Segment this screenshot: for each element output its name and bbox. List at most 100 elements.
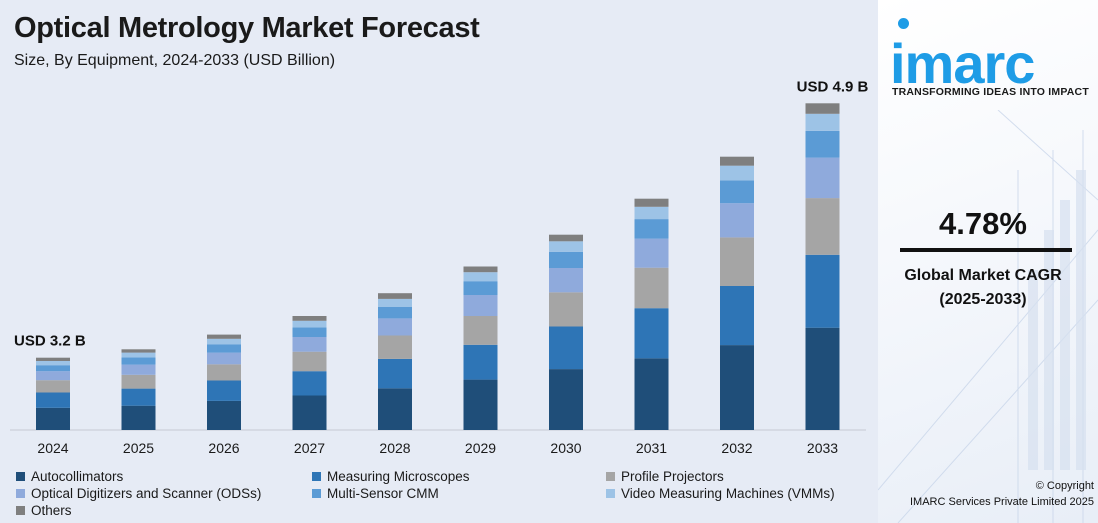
bar-segment-2024-0 — [36, 407, 70, 430]
copyright-line2: IMARC Services Private Limited 2025 — [909, 496, 1094, 508]
legend-swatch — [312, 489, 321, 498]
bar-segment-2026-0 — [207, 400, 241, 430]
bar-segment-2031-5 — [634, 206, 669, 220]
legend-item: Measuring Microscopes — [312, 469, 470, 484]
copyright: © Copyright IMARC Services Private Limit… — [880, 478, 1094, 510]
bar-segment-2028-2 — [378, 335, 412, 359]
legend-item: Video Measuring Machines (VMMs) — [606, 486, 835, 501]
x-tick-label: 2025 — [123, 440, 154, 456]
bar-segment-2025-4 — [121, 357, 156, 365]
logo-tagline: TRANSFORMING IDEAS INTO IMPACT — [892, 86, 1089, 98]
bar-segment-2032-0 — [720, 345, 754, 430]
cagr-label-line1: Global Market CAGR — [904, 267, 1062, 284]
bar-segment-2025-0 — [121, 405, 156, 430]
bar-segment-2026-3 — [207, 352, 241, 365]
legend-swatch — [16, 506, 25, 515]
x-tick-label: 2024 — [37, 440, 68, 456]
logo-text: imarc — [890, 32, 1035, 95]
bar-segment-2032-2 — [720, 237, 754, 286]
bar-segment-2028-4 — [378, 307, 412, 319]
bar-segment-2027-2 — [292, 351, 327, 372]
cagr-value: 4.78% — [939, 206, 1027, 241]
bar-segment-2033-1 — [805, 254, 840, 328]
chart-title: Optical Metrology Market Forecast — [14, 12, 480, 44]
bar-segment-2030-6 — [549, 234, 583, 242]
cagr-label-line2: (2025-2033) — [939, 291, 1027, 308]
x-tick-label: 2028 — [379, 440, 410, 456]
bar-segment-2029-1 — [463, 344, 498, 380]
legend-label: Measuring Microscopes — [327, 469, 470, 484]
bar-segment-2030-5 — [549, 241, 583, 252]
legend-swatch — [16, 472, 25, 481]
bar-segment-2031-0 — [634, 358, 669, 430]
cagr-label: Global Market CAGR (2025-2033) — [880, 264, 1086, 312]
bar-segment-2031-2 — [634, 267, 669, 309]
legend-label: Video Measuring Machines (VMMs) — [621, 486, 835, 501]
bar-segment-2026-6 — [207, 334, 241, 339]
bar-segment-2028-3 — [378, 318, 412, 336]
bar-segment-2032-5 — [720, 165, 754, 181]
bar-segment-2031-6 — [634, 198, 669, 207]
bar-segment-2024-4 — [36, 365, 70, 372]
bar-segment-2029-4 — [463, 281, 498, 295]
legend-label: Autocollimators — [31, 469, 124, 484]
background-decoration — [878, 110, 1098, 523]
bar-segment-2029-6 — [463, 266, 498, 273]
chart-legend: Autocollimators Measuring Microscopes Prof… — [16, 469, 876, 523]
cagr-divider — [900, 248, 1072, 252]
bar-segment-2028-6 — [378, 293, 412, 299]
x-tick-label: 2033 — [807, 440, 838, 456]
bar-segment-2024-6 — [36, 357, 70, 361]
bar-segment-2024-2 — [36, 380, 70, 393]
bar-segment-2028-5 — [378, 298, 412, 307]
bar-segment-2027-5 — [292, 320, 327, 328]
legend-swatch — [606, 472, 615, 481]
bar-segment-2032-4 — [720, 180, 754, 204]
bar-segment-2032-3 — [720, 203, 754, 238]
bar-segment-2033-6 — [805, 103, 840, 114]
bar-segment-2029-0 — [463, 379, 498, 430]
bar-segment-2024-3 — [36, 371, 70, 381]
bar-segment-2028-1 — [378, 358, 412, 389]
total-annotation-2033: USD 4.9 B — [797, 78, 869, 95]
bar-segment-2033-2 — [805, 198, 840, 255]
bar-segment-2033-3 — [805, 157, 840, 199]
bar-segment-2025-3 — [121, 364, 156, 375]
bar-segment-2028-0 — [378, 388, 412, 430]
legend-swatch — [606, 489, 615, 498]
legend-item: Optical Digitizers and Scanner (ODSs) — [16, 486, 261, 501]
bar-segment-2030-1 — [549, 326, 583, 370]
bar-segment-2030-4 — [549, 251, 583, 268]
x-tick-label: 2027 — [294, 440, 325, 456]
legend-swatch — [16, 489, 25, 498]
bar-segment-2027-4 — [292, 327, 327, 337]
bar-segment-2033-0 — [805, 327, 840, 430]
bar-segment-2024-1 — [36, 392, 70, 408]
legend-label: Multi-Sensor CMM — [327, 486, 439, 501]
bar-segment-2025-1 — [121, 388, 156, 406]
bar-segment-2030-3 — [549, 268, 583, 293]
legend-label: Profile Projectors — [621, 469, 724, 484]
x-tick-label: 2030 — [550, 440, 581, 456]
legend-item: Autocollimators — [16, 469, 123, 484]
bar-segment-2032-1 — [720, 286, 754, 346]
x-tick-label: 2031 — [636, 440, 667, 456]
bar-segment-2029-5 — [463, 272, 498, 282]
bar-segment-2030-0 — [549, 369, 583, 430]
copyright-line1: © Copyright — [1035, 480, 1094, 492]
bar-segment-2027-1 — [292, 371, 327, 396]
x-tick-label: 2032 — [721, 440, 752, 456]
bar-segment-2031-1 — [634, 308, 669, 359]
bar-segment-2033-5 — [805, 113, 840, 131]
bar-segment-2027-0 — [292, 395, 327, 430]
bar-segment-2025-6 — [121, 349, 156, 353]
legend-item: Multi-Sensor CMM — [312, 486, 439, 501]
bar-segment-2026-5 — [207, 338, 241, 345]
bar-segment-2032-6 — [720, 156, 754, 166]
legend-item: Others — [16, 503, 72, 518]
legend-label: Optical Digitizers and Scanner (ODSs) — [31, 486, 262, 501]
legend-item: Profile Projectors — [606, 469, 724, 484]
bar-segment-2029-2 — [463, 316, 498, 345]
bar-segment-2030-2 — [549, 292, 583, 327]
x-tick-label: 2026 — [208, 440, 239, 456]
